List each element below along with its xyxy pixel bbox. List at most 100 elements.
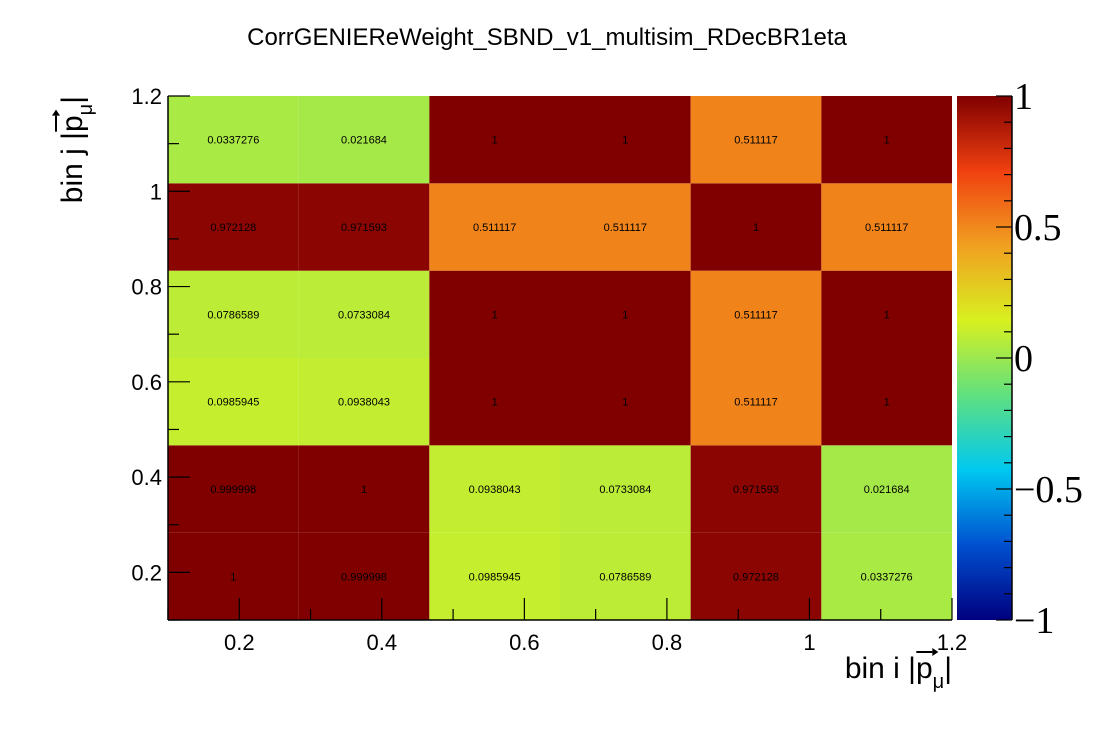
- cell-value-label: 1: [492, 397, 498, 409]
- heatmap-cell: [821, 183, 952, 271]
- y-axis-title-prefix: bin j |: [56, 132, 89, 203]
- cell-value-label: 0.511117: [865, 222, 908, 234]
- cell-value-label: 0.971593: [341, 222, 387, 234]
- heatmap-cell: [168, 183, 299, 271]
- heatmap-cell: [821, 445, 952, 533]
- cell-value-label: 1: [622, 397, 628, 409]
- heatmap-cell: [298, 96, 430, 184]
- heatmap-cell: [821, 358, 952, 446]
- heatmap-cell: [298, 358, 430, 446]
- heatmap-cell: [429, 183, 560, 271]
- cell-value-label: 1: [622, 309, 628, 321]
- plot-axes: [167, 96, 952, 621]
- heatmap-cell: [168, 358, 299, 446]
- cell-value-label: 0.0337276: [207, 135, 259, 147]
- cell-value-label: 0.0337276: [861, 571, 913, 583]
- heatmap-cell: [168, 96, 299, 184]
- heatmap-cell: [560, 96, 691, 184]
- x-tick-label: 0.8: [652, 630, 683, 655]
- heatmap-cell: [168, 532, 299, 620]
- cell-value-label: 0.0733084: [338, 309, 390, 321]
- cell-value-label: 0.0733084: [599, 484, 651, 496]
- cell-value-label: 0.0938043: [338, 397, 390, 409]
- y-axis-title-quantity: p: [56, 115, 89, 132]
- cell-value-label: 0.0985945: [469, 571, 521, 583]
- y-axis-ticks: 0.2 0.4 0.6 0.8 1 1.2: [131, 84, 190, 621]
- y-axis-vector-arrow: [52, 109, 60, 132]
- heatmap-cell: [560, 270, 691, 358]
- y-tick-label: 0.4: [131, 465, 162, 490]
- cell-value-label: 0.511117: [734, 397, 777, 409]
- heatmap-cell: [690, 96, 822, 184]
- x-axis-vector-arrow: [916, 648, 939, 656]
- x-axis-label: bin i |pμ|: [845, 648, 952, 693]
- cell-value-label: 0.021684: [864, 484, 910, 496]
- cell-value-label: 1: [492, 309, 498, 321]
- y-axis-title-suffix: |: [56, 96, 89, 104]
- heatmap-cell: [821, 532, 952, 620]
- heatmap-cells: [168, 96, 952, 620]
- y-tick-label: 1: [150, 179, 162, 204]
- heatmap-cell: [298, 183, 430, 271]
- y-tick-label: 0.6: [131, 370, 162, 395]
- cell-value-label: 1: [753, 222, 759, 234]
- cell-value-label: 1: [622, 135, 628, 147]
- color-scale-bar: 1 0.5 0 −0.5 −1: [957, 76, 1083, 642]
- heatmap-cell: [690, 532, 822, 620]
- cell-value-label: 0.0938043: [469, 484, 521, 496]
- cell-value-label: 1: [361, 484, 367, 496]
- heatmap-cell: [690, 270, 822, 358]
- y-axis-title: bin j |pμ|: [56, 96, 97, 203]
- heatmap-cell: [690, 183, 822, 271]
- heatmap-cell: [429, 358, 560, 446]
- y-axis-label: bin j |pμ|: [52, 96, 97, 203]
- cell-value-label: 1: [230, 571, 236, 583]
- cell-value-label: 0.0786589: [599, 571, 651, 583]
- chart-title: CorrGENIEReWeight_SBND_v1_multisim_RDecB…: [247, 24, 847, 51]
- heatmap-cell: [168, 445, 299, 533]
- cell-value-label: 0.972128: [733, 571, 779, 583]
- heatmap-cell: [429, 445, 560, 533]
- x-axis-title-prefix: bin i |: [845, 652, 916, 685]
- color-scale-label: −1: [1014, 600, 1054, 642]
- cell-value-label: 0.511117: [734, 135, 777, 147]
- x-axis-title: bin i |pμ|: [845, 652, 952, 693]
- heatmap-cell: [560, 358, 691, 446]
- x-tick-label: 0.2: [224, 630, 255, 655]
- heatmap-cell: [560, 532, 691, 620]
- heatmap-cell: [429, 96, 560, 184]
- cell-value-label: 0.971593: [733, 484, 779, 496]
- heatmap-cell: [690, 358, 822, 446]
- x-axis-title-suffix: |: [944, 652, 952, 685]
- x-tick-label: 1: [803, 630, 815, 655]
- heatmap-cell: [690, 445, 822, 533]
- x-tick-label: 1.2: [937, 630, 968, 655]
- heatmap-cell: [429, 270, 560, 358]
- heatmap-cell: [168, 270, 299, 358]
- y-tick-label: 1.2: [131, 84, 162, 109]
- cell-value-label: 1: [884, 135, 890, 147]
- heatmap-cell: [429, 532, 560, 620]
- y-tick-label: 0.8: [131, 275, 162, 300]
- cell-value-label: 0.021684: [341, 135, 387, 147]
- cell-value-label: 0.0786589: [207, 309, 259, 321]
- cell-value-label: 0.0985945: [207, 397, 259, 409]
- cell-value-label: 0.999998: [210, 484, 256, 496]
- heatmap-cell: [298, 532, 430, 620]
- cell-value-label: 0.972128: [210, 222, 256, 234]
- x-axis-ticks: 0.2 0.4 0.6 0.8 1 1.2: [167, 598, 968, 655]
- heatmap-cell: [821, 270, 952, 358]
- x-tick-label: 0.6: [509, 630, 540, 655]
- heatmap-cell: [560, 445, 691, 533]
- color-scale-label: −0.5: [1014, 469, 1083, 511]
- y-axis-title-subscript: μ: [75, 104, 97, 116]
- cell-value-label: 0.511117: [604, 222, 647, 234]
- cell-value-label: 0.511117: [473, 222, 516, 234]
- heatmap-cell: [560, 183, 691, 271]
- color-scale-label: 0.5: [1014, 207, 1062, 249]
- cell-value-label: 0.511117: [734, 309, 777, 321]
- heatmap-cell: [298, 270, 430, 358]
- x-axis-title-subscript: μ: [933, 671, 945, 693]
- color-scale-label: 0: [1014, 338, 1033, 380]
